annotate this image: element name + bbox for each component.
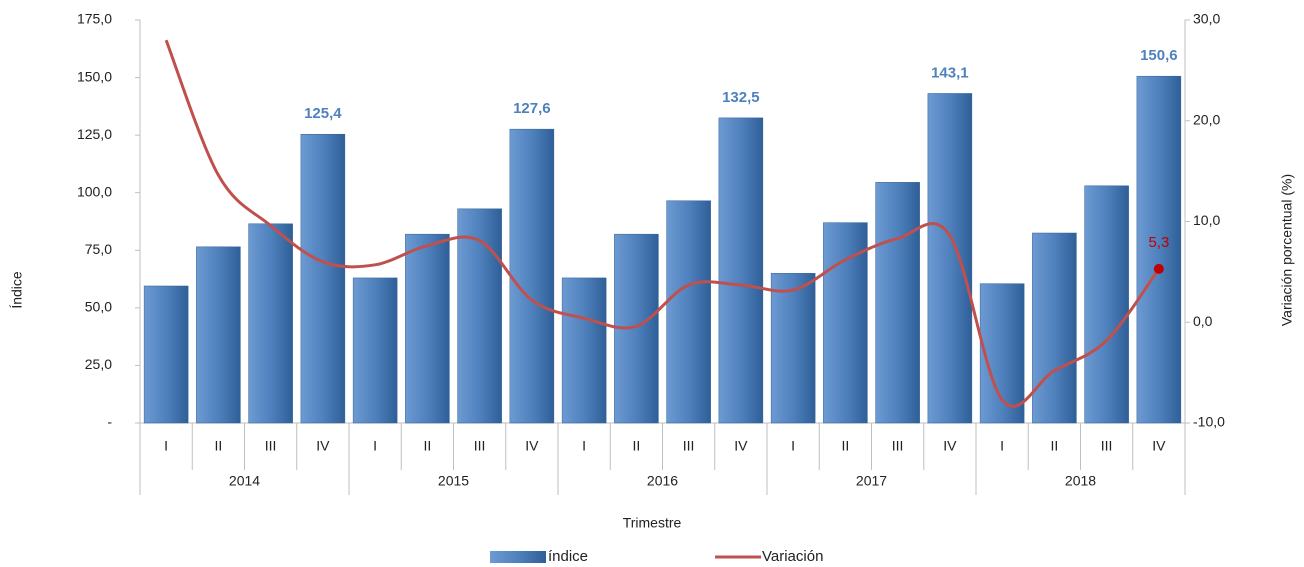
year-label: 2016 [647,473,678,489]
bar-value-label: 125,4 [304,105,342,122]
bar [770,273,816,424]
year-label: 2017 [856,473,887,489]
y-tick-label: 100,0 [77,183,112,199]
x-tick-label: II [632,438,640,454]
variation-line [164,39,1161,408]
bar-value-label: 143,1 [931,64,969,81]
x-tick-label: II [841,438,849,454]
legend-label: índice [548,548,588,565]
bar [718,117,764,424]
x-tick-label: II [1050,438,1058,454]
bar [143,285,189,424]
y2-tick-label: 30,0 [1193,11,1220,27]
x-tick-label: IV [525,438,539,454]
line-marker [1153,263,1164,274]
bar [248,223,293,424]
x-tick-label: II [423,438,431,454]
bar [561,277,607,424]
bar [875,182,920,424]
x-tick-label: IV [1152,438,1166,454]
bar [405,233,450,424]
bar [823,222,868,424]
y-axis-title: Índice [9,271,25,309]
bar [1032,232,1077,424]
x-tick-label: III [474,438,486,454]
bar-value-label: 127,6 [513,100,551,117]
y-tick-label: - [107,414,112,430]
x-tick-label: IV [943,438,957,454]
x-tick-label: III [892,438,904,454]
y-tick-label: 75,0 [85,241,112,257]
bar [196,246,241,424]
bar-value-label: 132,5 [722,89,760,106]
bar [927,93,973,424]
y2-tick-label: 10,0 [1193,212,1220,228]
bar-value-label: 150,6 [1140,47,1178,64]
x-tick-label: III [683,438,695,454]
x-tick-label: IV [734,438,748,454]
bar [300,133,346,424]
bar [1084,185,1129,424]
y-tick-label: 125,0 [77,126,112,142]
year-label: 2014 [229,473,260,489]
y2-tick-label: -10,0 [1193,414,1225,430]
y-tick-label: 150,0 [77,68,112,84]
x-axis-title: Trimestre [623,515,682,531]
year-label: 2018 [1065,473,1096,489]
bar [1136,75,1182,424]
x-tick-label: III [265,438,277,454]
legend-label: Variación [762,548,823,565]
x-tick-label: II [214,438,222,454]
x-tick-label: I [164,438,168,454]
y-tick-label: 25,0 [85,356,112,372]
bar [666,200,711,424]
year-label: 2015 [438,473,469,489]
x-tick-label: I [373,438,377,454]
legend-swatch [490,551,546,563]
x-tick-label: I [791,438,795,454]
x-tick-label: I [1000,438,1004,454]
x-tick-label: III [1101,438,1113,454]
x-tick-label: I [582,438,586,454]
bar [457,208,502,424]
y2-tick-label: 0,0 [1193,313,1213,329]
bar [509,128,555,424]
x-tick-label: IV [316,438,330,454]
line-value-label: 5,3 [1148,234,1169,251]
y2-axis-title: Variación porcentual (%) [1279,174,1295,326]
bar [352,277,398,424]
y-tick-label: 175,0 [77,11,112,27]
y-tick-label: 50,0 [85,299,112,315]
y2-tick-label: 20,0 [1193,111,1220,127]
